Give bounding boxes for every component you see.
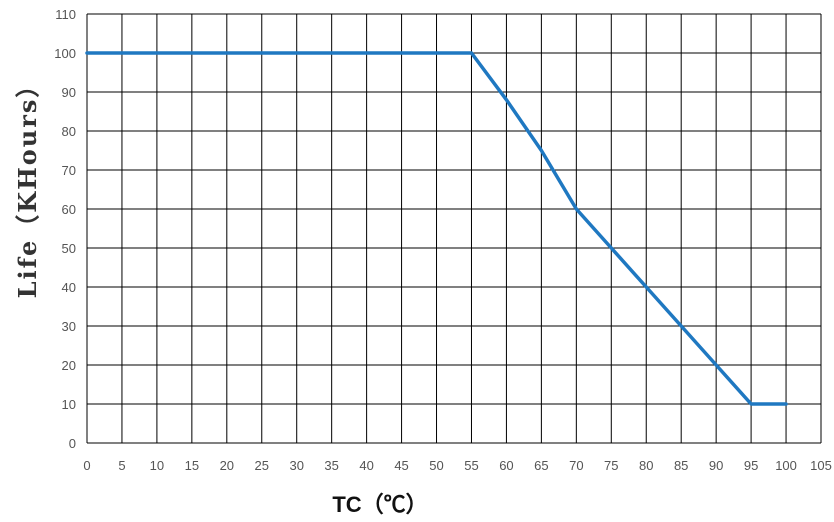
x-tick-label: 35 — [324, 458, 338, 473]
x-axis-label: TC（℃） — [332, 492, 427, 517]
x-tick-label: 40 — [359, 458, 373, 473]
y-tick-label: 0 — [69, 436, 76, 451]
x-tick-label: 50 — [429, 458, 443, 473]
x-tick-label: 70 — [569, 458, 583, 473]
y-tick-label: 10 — [62, 397, 76, 412]
x-tick-label: 85 — [674, 458, 688, 473]
y-tick-label: 110 — [55, 7, 76, 22]
x-tick-label: 10 — [150, 458, 164, 473]
x-tick-label: 100 — [775, 458, 797, 473]
series-layer — [85, 51, 788, 406]
y-tick-label: 50 — [62, 241, 76, 256]
y-tick-label: 30 — [62, 319, 76, 334]
x-tick-label: 20 — [220, 458, 234, 473]
x-tick-label: 60 — [499, 458, 513, 473]
y-tick-label: 90 — [62, 85, 76, 100]
x-axis-ticks: 0 5 10 15 20 25 30 35 40 45 50 55 60 65 70 75 80 85 90 95 10… — [83, 458, 831, 473]
x-tick-label: 55 — [464, 458, 478, 473]
x-tick-label: 25 — [255, 458, 269, 473]
x-tick-label: 15 — [185, 458, 199, 473]
y-tick-label: 80 — [62, 124, 76, 139]
y-tick-label: 20 — [62, 358, 76, 373]
x-tick-label: 45 — [394, 458, 408, 473]
x-tick-label: 80 — [639, 458, 653, 473]
x-tick-label: 90 — [709, 458, 723, 473]
grid — [86, 13, 822, 444]
x-tick-label: 30 — [289, 458, 303, 473]
series-line-0 — [85, 51, 788, 406]
x-tick-label: 95 — [744, 458, 758, 473]
x-tick-label: 75 — [604, 458, 618, 473]
y-axis-ticks: 0 10 20 30 40 50 60 70 80 90 100 110 — [54, 7, 76, 451]
y-tick-label: 70 — [62, 163, 76, 178]
x-tick-label: 65 — [534, 458, 548, 473]
y-tick-label: 40 — [62, 280, 76, 295]
y-axis-label: Life（KHours） — [13, 72, 42, 299]
y-tick-label: 100 — [54, 46, 76, 61]
x-tick-label: 0 — [83, 458, 90, 473]
x-tick-label: 105 — [810, 458, 832, 473]
x-tick-label: 5 — [118, 458, 125, 473]
y-tick-label: 60 — [62, 202, 76, 217]
